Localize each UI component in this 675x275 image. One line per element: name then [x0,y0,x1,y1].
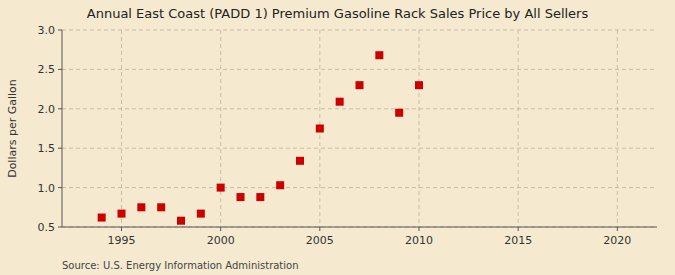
y-tick-label: 2.0 [38,103,56,116]
source-note: Source: U.S. Energy Information Administ… [62,260,299,271]
points [98,51,423,224]
point [256,193,264,201]
y-tick [58,108,62,109]
x-tick [617,227,618,231]
point [197,210,205,218]
point [217,184,225,192]
x-tick-label: 1995 [108,234,136,247]
point [415,81,423,89]
y-grid-line [62,227,657,228]
y-grid-line [62,108,657,109]
point [137,203,145,211]
point [157,203,165,211]
x-tick [220,227,221,231]
point [98,214,106,222]
x-tick [419,227,420,231]
y-tick [58,148,62,149]
x-tick-label: 2020 [603,234,631,247]
x-tick [518,227,519,231]
y-axis: 0.5 1.0 1.5 2.0 2.5 3.0 [38,24,658,234]
x-tick-label: 2015 [504,234,532,247]
point [316,125,324,133]
y-grid-line [62,30,657,31]
y-grid-line [62,69,657,70]
y-axis-label: Dollars per Gallon [6,79,19,178]
y-tick [58,30,62,31]
y-tick-label: 2.5 [38,63,56,76]
x-grid-line [220,30,221,227]
x-grid-line [617,30,618,227]
point [336,98,344,106]
x-tick-label: 2010 [405,234,433,247]
point [296,157,304,165]
x-grid-line [419,30,420,227]
y-tick-label: 1.5 [38,142,56,155]
y-tick [58,69,62,70]
x-axis: 1995 2000 2005 2010 2015 2020 [108,30,632,247]
point [276,181,284,189]
x-tick [319,227,320,231]
x-grid-line [121,30,122,227]
background [0,0,675,275]
x-tick [121,227,122,231]
y-grid-line [62,148,657,149]
point [177,217,185,225]
chart-container: 0.5 1.0 1.5 2.0 2.5 3.0 1995 2000 2005 2010 2015 20… [0,0,675,275]
y-tick [58,227,62,228]
point [118,210,126,218]
point [395,109,403,117]
title: Annual East Coast (PADD 1) Premium Gasol… [87,6,589,21]
chart: 0.5 1.0 1.5 2.0 2.5 3.0 1995 2000 2005 2010 2015 20… [0,0,675,275]
x-tick-label: 2000 [207,234,235,247]
y-tick [58,187,62,188]
point [237,193,245,201]
x-tick-label: 2005 [306,234,334,247]
point [356,81,364,89]
point [375,51,383,59]
y-axis-line [62,30,63,227]
y-tick-label: 3.0 [38,24,56,37]
y-tick-label: 0.5 [38,221,56,234]
y-grid-line [62,187,657,188]
x-axis-line [62,227,657,228]
x-grid-line [518,30,519,227]
y-tick-label: 1.0 [38,182,56,195]
